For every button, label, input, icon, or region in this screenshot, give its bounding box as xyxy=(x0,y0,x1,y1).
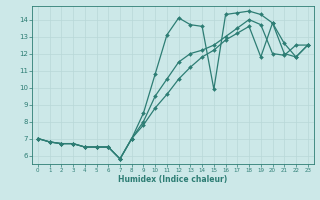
X-axis label: Humidex (Indice chaleur): Humidex (Indice chaleur) xyxy=(118,175,228,184)
